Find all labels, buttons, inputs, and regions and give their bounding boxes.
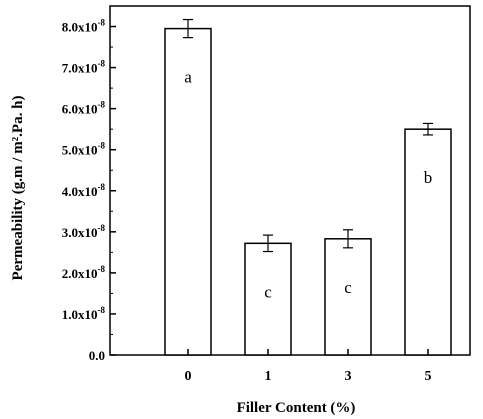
x-tick-label: 5 <box>425 369 432 384</box>
y-tick-label: 7.0x10-8 <box>62 59 106 76</box>
bar-annotation: c <box>264 282 272 301</box>
x-axis-title: Filler Content (%) <box>237 400 356 416</box>
bar-annotation: c <box>344 278 352 297</box>
y-tick-label: 6.0x10-8 <box>62 100 106 117</box>
y-tick-label: 3.0x10-8 <box>62 223 106 240</box>
bar-annotation: a <box>184 68 192 87</box>
bar <box>404 128 452 356</box>
x-tick-label: 1 <box>265 369 272 384</box>
bar <box>324 238 372 356</box>
y-tick-label: 1.0x10-8 <box>62 305 106 322</box>
y-tick-label: 5.0x10-8 <box>62 141 106 158</box>
y-tick-label: 2.0x10-8 <box>62 264 106 281</box>
plot-area: 0.0 1.0x10-8 2.0x10-8 3.0x10-8 4.0x10-8 5.0x1… <box>62 5 471 384</box>
bar <box>164 27 212 356</box>
x-tick-label: 3 <box>345 369 352 384</box>
y-tick-label: 8.0x10-8 <box>62 18 106 35</box>
x-tick-label: 0 <box>185 369 192 384</box>
bar-annotation: b <box>424 168 433 187</box>
y-tick-label: 4.0x10-8 <box>62 182 106 199</box>
y-axis-title: Permeability (g.m / m².Pa. h) <box>10 96 26 281</box>
y-tick-label: 0.0 <box>89 348 105 363</box>
